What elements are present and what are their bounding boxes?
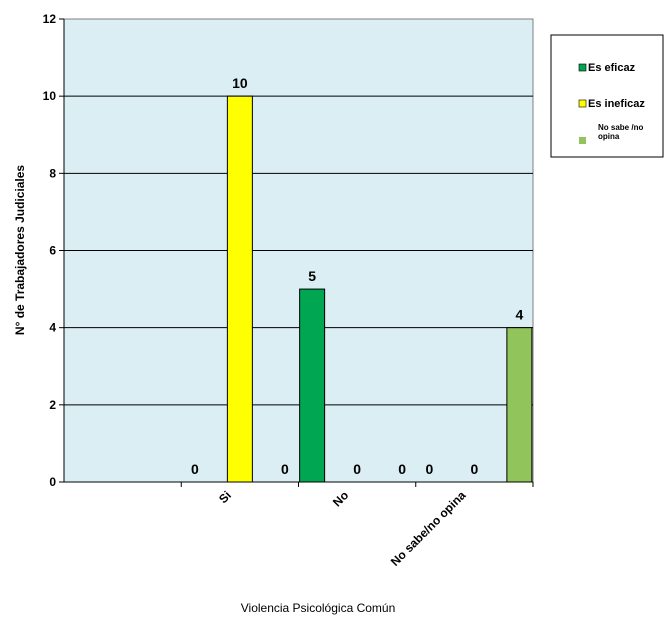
y-tick-label: 2 <box>49 398 56 412</box>
data-label: 4 <box>515 307 523 323</box>
legend-label-es-eficaz: Es eficaz <box>588 62 636 74</box>
bar <box>299 288 326 483</box>
x-tick-label: Si <box>216 488 234 506</box>
x-tick-label: No sabe/no opina <box>388 488 469 569</box>
bar <box>506 327 533 483</box>
legend: Es eficaz Es ineficaz No sabe /no opina <box>550 34 664 158</box>
x-tick-label: No <box>330 488 351 509</box>
data-label: 0 <box>470 461 478 477</box>
data-labels: 0 10 0 5 0 0 0 0 4 <box>191 75 524 477</box>
x-axis-ticks: Si No No sabe/no opina <box>180 482 534 569</box>
data-label: 0 <box>425 461 433 477</box>
data-label: 0 <box>398 461 406 477</box>
legend-label-es-ineficaz: Es ineficaz <box>588 98 645 110</box>
data-label: 10 <box>232 75 248 91</box>
y-tick-label: 8 <box>49 166 56 180</box>
y-tick-label: 0 <box>49 475 56 489</box>
bar <box>226 95 253 483</box>
legend-swatch-es-ineficaz <box>578 99 587 108</box>
y-tick-label: 12 <box>43 12 57 26</box>
data-label: 0 <box>353 461 361 477</box>
x-axis-title: Violencia Psicológica Común <box>241 601 396 615</box>
data-label: 0 <box>281 461 289 477</box>
data-label: 0 <box>191 461 199 477</box>
y-tick-label: 10 <box>43 89 57 103</box>
y-axis-title: N° de Trabajadores Judiciales <box>13 165 27 336</box>
data-label: 5 <box>308 268 316 284</box>
y-axis-ticks: 0 2 4 6 8 10 12 <box>43 12 64 489</box>
legend-swatch-no-sabe <box>579 137 586 144</box>
y-tick-label: 4 <box>49 321 56 335</box>
y-tick-label: 6 <box>49 244 56 258</box>
gridlines <box>64 95 533 406</box>
legend-label-no-sabe: No sabe /no opina <box>598 123 646 141</box>
legend-swatch-es-eficaz <box>578 63 587 72</box>
legend-box <box>550 34 664 158</box>
